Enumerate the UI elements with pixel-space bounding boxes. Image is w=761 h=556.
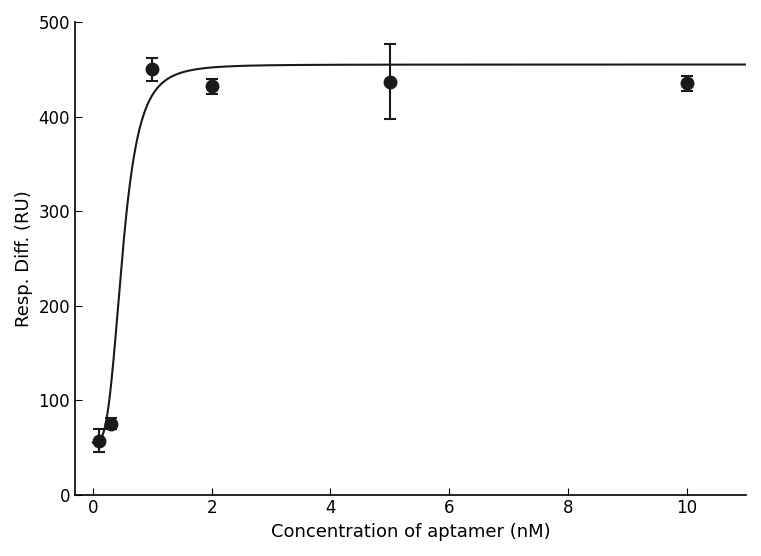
Y-axis label: Resp. Diff. (RU): Resp. Diff. (RU) <box>15 190 33 327</box>
X-axis label: Concentration of aptamer (nM): Concentration of aptamer (nM) <box>271 523 550 541</box>
